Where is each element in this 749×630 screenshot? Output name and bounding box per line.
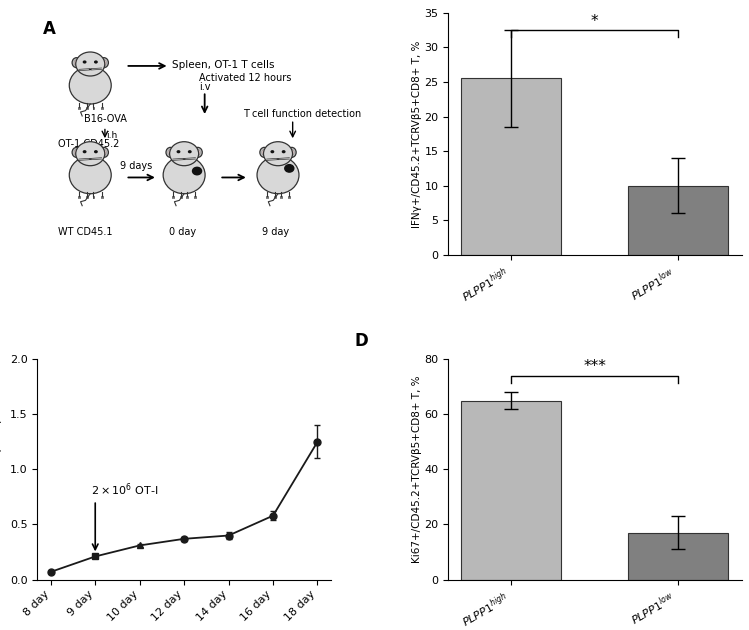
Circle shape (82, 150, 87, 153)
Text: B16-OVA: B16-OVA (85, 114, 127, 124)
Circle shape (282, 150, 285, 153)
Ellipse shape (276, 158, 279, 160)
Bar (461, 78, 562, 255)
Ellipse shape (163, 156, 205, 193)
Ellipse shape (289, 149, 294, 156)
Ellipse shape (89, 69, 91, 70)
Ellipse shape (69, 156, 112, 193)
Ellipse shape (168, 149, 173, 156)
Text: 9 days: 9 days (120, 161, 152, 171)
Y-axis label: IFNγ+/CD45.2+TCRVβ5+CD8+ T, %: IFNγ+/CD45.2+TCRVβ5+CD8+ T, % (411, 40, 422, 227)
Ellipse shape (100, 58, 109, 67)
Ellipse shape (100, 147, 109, 158)
Text: i.v: i.v (198, 81, 210, 91)
Text: Spleen, OT-1 T cells: Spleen, OT-1 T cells (172, 60, 275, 70)
Text: WT CD45.1: WT CD45.1 (58, 227, 112, 237)
Text: $2\times10^6$ OT-I: $2\times10^6$ OT-I (91, 481, 158, 498)
Circle shape (82, 60, 87, 64)
Ellipse shape (89, 158, 91, 160)
Bar (628, 186, 728, 255)
Text: ***: *** (583, 359, 606, 374)
Circle shape (76, 142, 105, 166)
Text: A: A (43, 20, 56, 38)
Text: 9 day: 9 day (262, 227, 289, 237)
Ellipse shape (102, 60, 106, 66)
Ellipse shape (183, 158, 186, 160)
Text: i.h: i.h (106, 130, 118, 139)
Y-axis label: Tumor size (cm3): Tumor size (cm3) (0, 418, 4, 520)
Ellipse shape (260, 147, 269, 158)
Ellipse shape (72, 58, 81, 67)
Text: OT-1 CD45.2: OT-1 CD45.2 (58, 139, 119, 149)
Y-axis label: Ki67+/CD45.2+TCRVβ5+CD8+ T, %: Ki67+/CD45.2+TCRVβ5+CD8+ T, % (411, 375, 422, 563)
Circle shape (177, 150, 181, 153)
Ellipse shape (74, 60, 79, 66)
Circle shape (169, 142, 198, 166)
Circle shape (76, 52, 105, 76)
Circle shape (94, 150, 98, 153)
Circle shape (270, 150, 274, 153)
Ellipse shape (288, 147, 296, 158)
Text: C: C (354, 0, 366, 3)
Ellipse shape (166, 147, 175, 158)
Ellipse shape (193, 147, 202, 158)
Ellipse shape (72, 147, 81, 158)
Circle shape (188, 150, 192, 153)
Text: Activated 12 hours: Activated 12 hours (198, 73, 291, 83)
Ellipse shape (74, 149, 79, 156)
Text: T cell function detection: T cell function detection (243, 110, 361, 120)
Circle shape (264, 142, 293, 166)
Ellipse shape (262, 149, 267, 156)
Bar (461, 401, 562, 580)
Circle shape (94, 60, 98, 64)
Ellipse shape (195, 149, 200, 156)
Ellipse shape (257, 156, 299, 193)
Text: D: D (354, 333, 368, 350)
Text: 0 day: 0 day (169, 227, 196, 237)
Circle shape (285, 164, 294, 172)
Ellipse shape (102, 149, 106, 156)
Text: *: * (591, 13, 598, 28)
Ellipse shape (69, 67, 112, 104)
Bar (628, 533, 728, 580)
Circle shape (192, 168, 201, 175)
